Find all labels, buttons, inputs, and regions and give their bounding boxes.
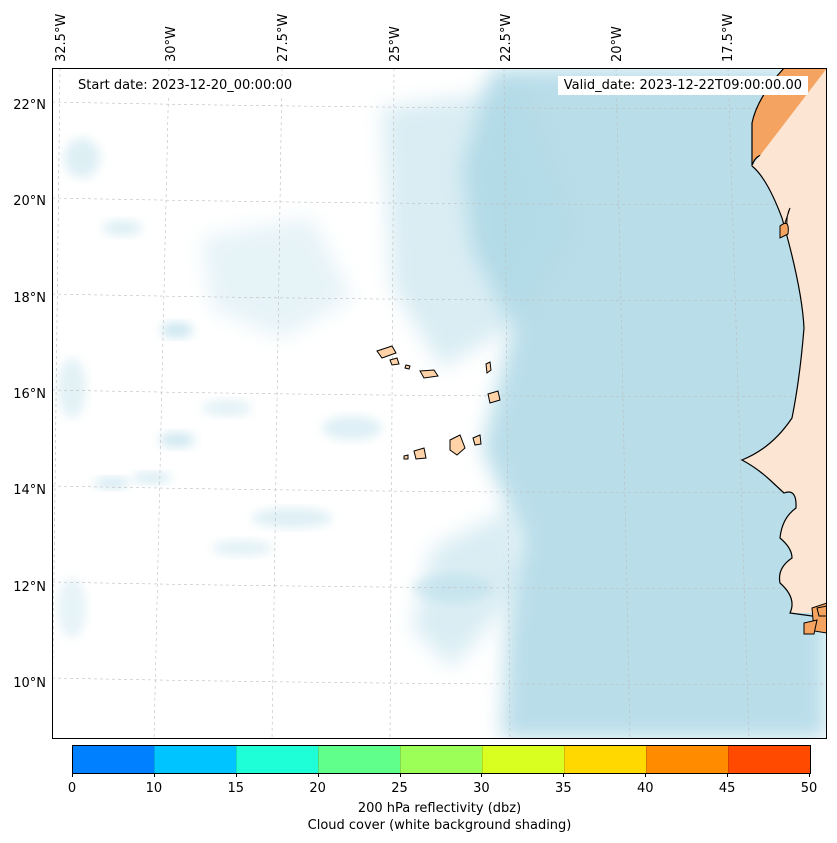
lat-label-12n: 12°N — [13, 580, 46, 595]
colorbar-label: 200 hPa reflectivity (dbz) — [357, 801, 522, 816]
colorbar-tick-mark — [153, 773, 155, 777]
valid-date-label: Valid_date: 2023-12-22T09:00:00.00 — [557, 76, 808, 95]
lat-label-14n: 14°N — [13, 483, 46, 498]
lat-label-18n: 18°N — [13, 291, 46, 306]
colorbar-tick-label: 45 — [718, 781, 736, 796]
colorbar-tick-mark — [727, 773, 729, 777]
colorbar-tick-label: 10 — [145, 781, 163, 796]
colorbar-tick-label: 30 — [473, 781, 490, 796]
lat-label-22n: 22°N — [13, 98, 46, 113]
colorbar-tick-label: 0 — [67, 781, 77, 796]
lon-label-30w: 30°W — [164, 26, 179, 62]
colorbar-tick-mark — [481, 773, 483, 777]
colorbar-segment — [236, 746, 318, 773]
colorbar-tick-label: 50 — [800, 781, 818, 796]
lon-label-17-5w: 17.5°W — [721, 13, 736, 62]
colorbar-tick-label: 20 — [309, 781, 326, 796]
lon-label-22-5w: 22.5°W — [499, 13, 514, 62]
start-date-label: Start date: 2023-12-20_00:00:00 — [72, 76, 299, 95]
colorbar-tick-mark — [72, 773, 73, 777]
colorbar-tick-mark — [645, 773, 647, 777]
colorbar-segment — [482, 746, 564, 773]
africa-coastline — [740, 68, 827, 635]
lat-label-10n: 10°N — [13, 676, 46, 691]
colorbar-segment — [646, 746, 728, 773]
map-panel — [52, 68, 827, 739]
lon-label-32-5w: 32.5°W — [54, 13, 69, 62]
colorbar-tick-mark — [809, 773, 810, 777]
lat-label-16n: 16°N — [13, 387, 46, 402]
colorbar-tick-label: 15 — [227, 781, 245, 796]
lat-label-20n: 20°N — [13, 194, 46, 209]
colorbar-segment — [73, 746, 154, 773]
colorbar-tick-mark — [235, 773, 237, 777]
map-frame — [52, 68, 827, 739]
colorbar — [72, 745, 811, 774]
colorbar-tick-mark — [399, 773, 401, 777]
colorbar-tick-mark — [317, 773, 319, 777]
colorbar-segment — [728, 746, 810, 773]
colorbar-sublabel: Cloud cover (white background shading) — [307, 818, 572, 833]
colorbar-segment — [318, 746, 400, 773]
colorbar-segment — [400, 746, 482, 773]
graticule — [52, 68, 827, 739]
colorbar-tick-label: 25 — [391, 781, 408, 796]
colorbar-tick-mark — [563, 773, 565, 777]
colorbar-segment — [154, 746, 236, 773]
lon-label-27-5w: 27.5°W — [276, 13, 291, 62]
lon-label-25w: 25°W — [388, 26, 403, 62]
colorbar-tick-label: 40 — [636, 781, 654, 796]
colorbar-segment — [564, 746, 646, 773]
cape-verde-islands — [376, 345, 501, 460]
lon-label-20w: 20°W — [610, 26, 625, 62]
colorbar-tick-label: 35 — [555, 781, 572, 796]
